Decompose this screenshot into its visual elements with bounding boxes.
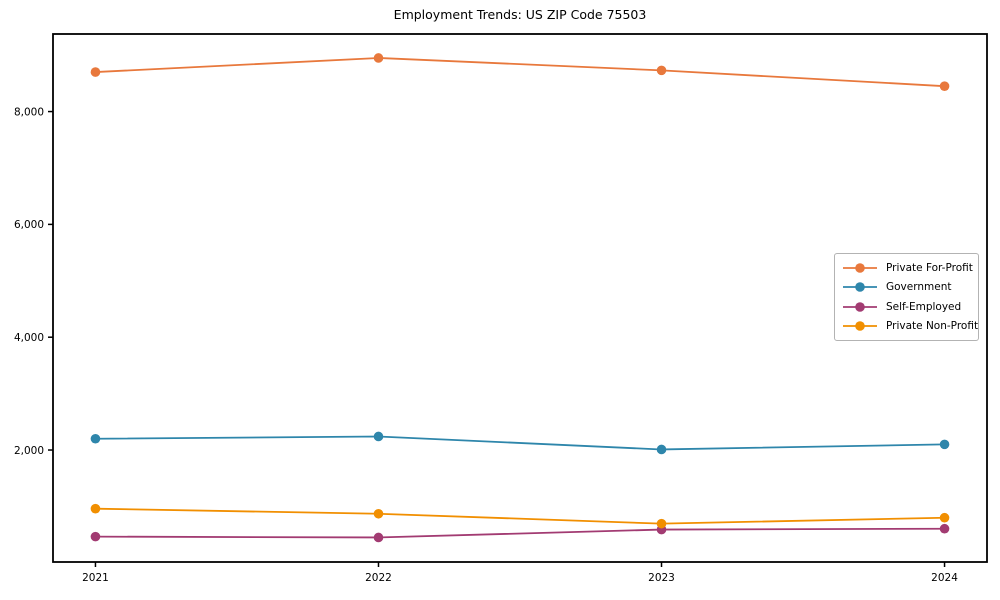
x-tick-label: 2021 xyxy=(82,572,109,584)
series-marker-self-employed xyxy=(939,523,950,534)
legend: Private For-Profit Government Self-Emplo… xyxy=(834,253,979,341)
y-tick-label: 8,000 xyxy=(14,106,44,118)
legend-line-sample-icon xyxy=(843,262,877,273)
series-marker-private-for-profit xyxy=(939,81,950,91)
legend-label: Private Non-Profit xyxy=(886,320,979,333)
series-marker-private-non-profit xyxy=(939,512,950,523)
series-marker-private-non-profit xyxy=(656,518,667,529)
plot-border xyxy=(52,33,988,563)
legend-line-sample-icon xyxy=(843,282,877,293)
series-marker-self-employed xyxy=(373,532,384,543)
legend-label: Self-Employed xyxy=(886,300,962,313)
series-marker-government xyxy=(373,431,384,442)
series-marker-government xyxy=(656,444,667,455)
series-marker-private-for-profit xyxy=(373,53,384,63)
legend-item-private-non-profit: Private Non-Profit xyxy=(842,317,978,336)
series-marker-government xyxy=(90,433,101,444)
legend-label: Private For-Profit xyxy=(886,261,973,274)
series-marker-private-non-profit xyxy=(90,503,101,514)
x-tick-label: 2022 xyxy=(365,572,392,584)
legend-label: Government xyxy=(886,281,952,294)
series-marker-private-for-profit xyxy=(656,65,667,76)
legend-line-sample-icon xyxy=(843,321,877,332)
y-tick-label: 2,000 xyxy=(14,445,44,457)
series-line-private-for-profit xyxy=(95,57,945,88)
x-tick-label: 2024 xyxy=(931,572,958,584)
series-marker-private-for-profit xyxy=(90,67,101,77)
legend-item-self-employed: Self-Employed xyxy=(842,297,971,316)
series-line-government xyxy=(95,435,945,451)
series-marker-self-employed xyxy=(90,531,101,542)
legend-item-government: Government xyxy=(842,278,971,297)
chart-title: Employment Trends: US ZIP Code 75503 xyxy=(393,7,647,22)
legend-line-sample-icon xyxy=(843,301,877,312)
x-tick-label: 2023 xyxy=(648,572,675,584)
series-line-self-employed xyxy=(95,527,945,539)
y-tick-label: 6,000 xyxy=(14,219,44,231)
y-tick-label: 4,000 xyxy=(14,332,44,344)
series-line-private-non-profit xyxy=(95,507,945,525)
series-marker-government xyxy=(939,439,950,450)
legend-item-private-for-profit: Private For-Profit xyxy=(842,258,973,277)
series-marker-private-non-profit xyxy=(373,508,384,519)
